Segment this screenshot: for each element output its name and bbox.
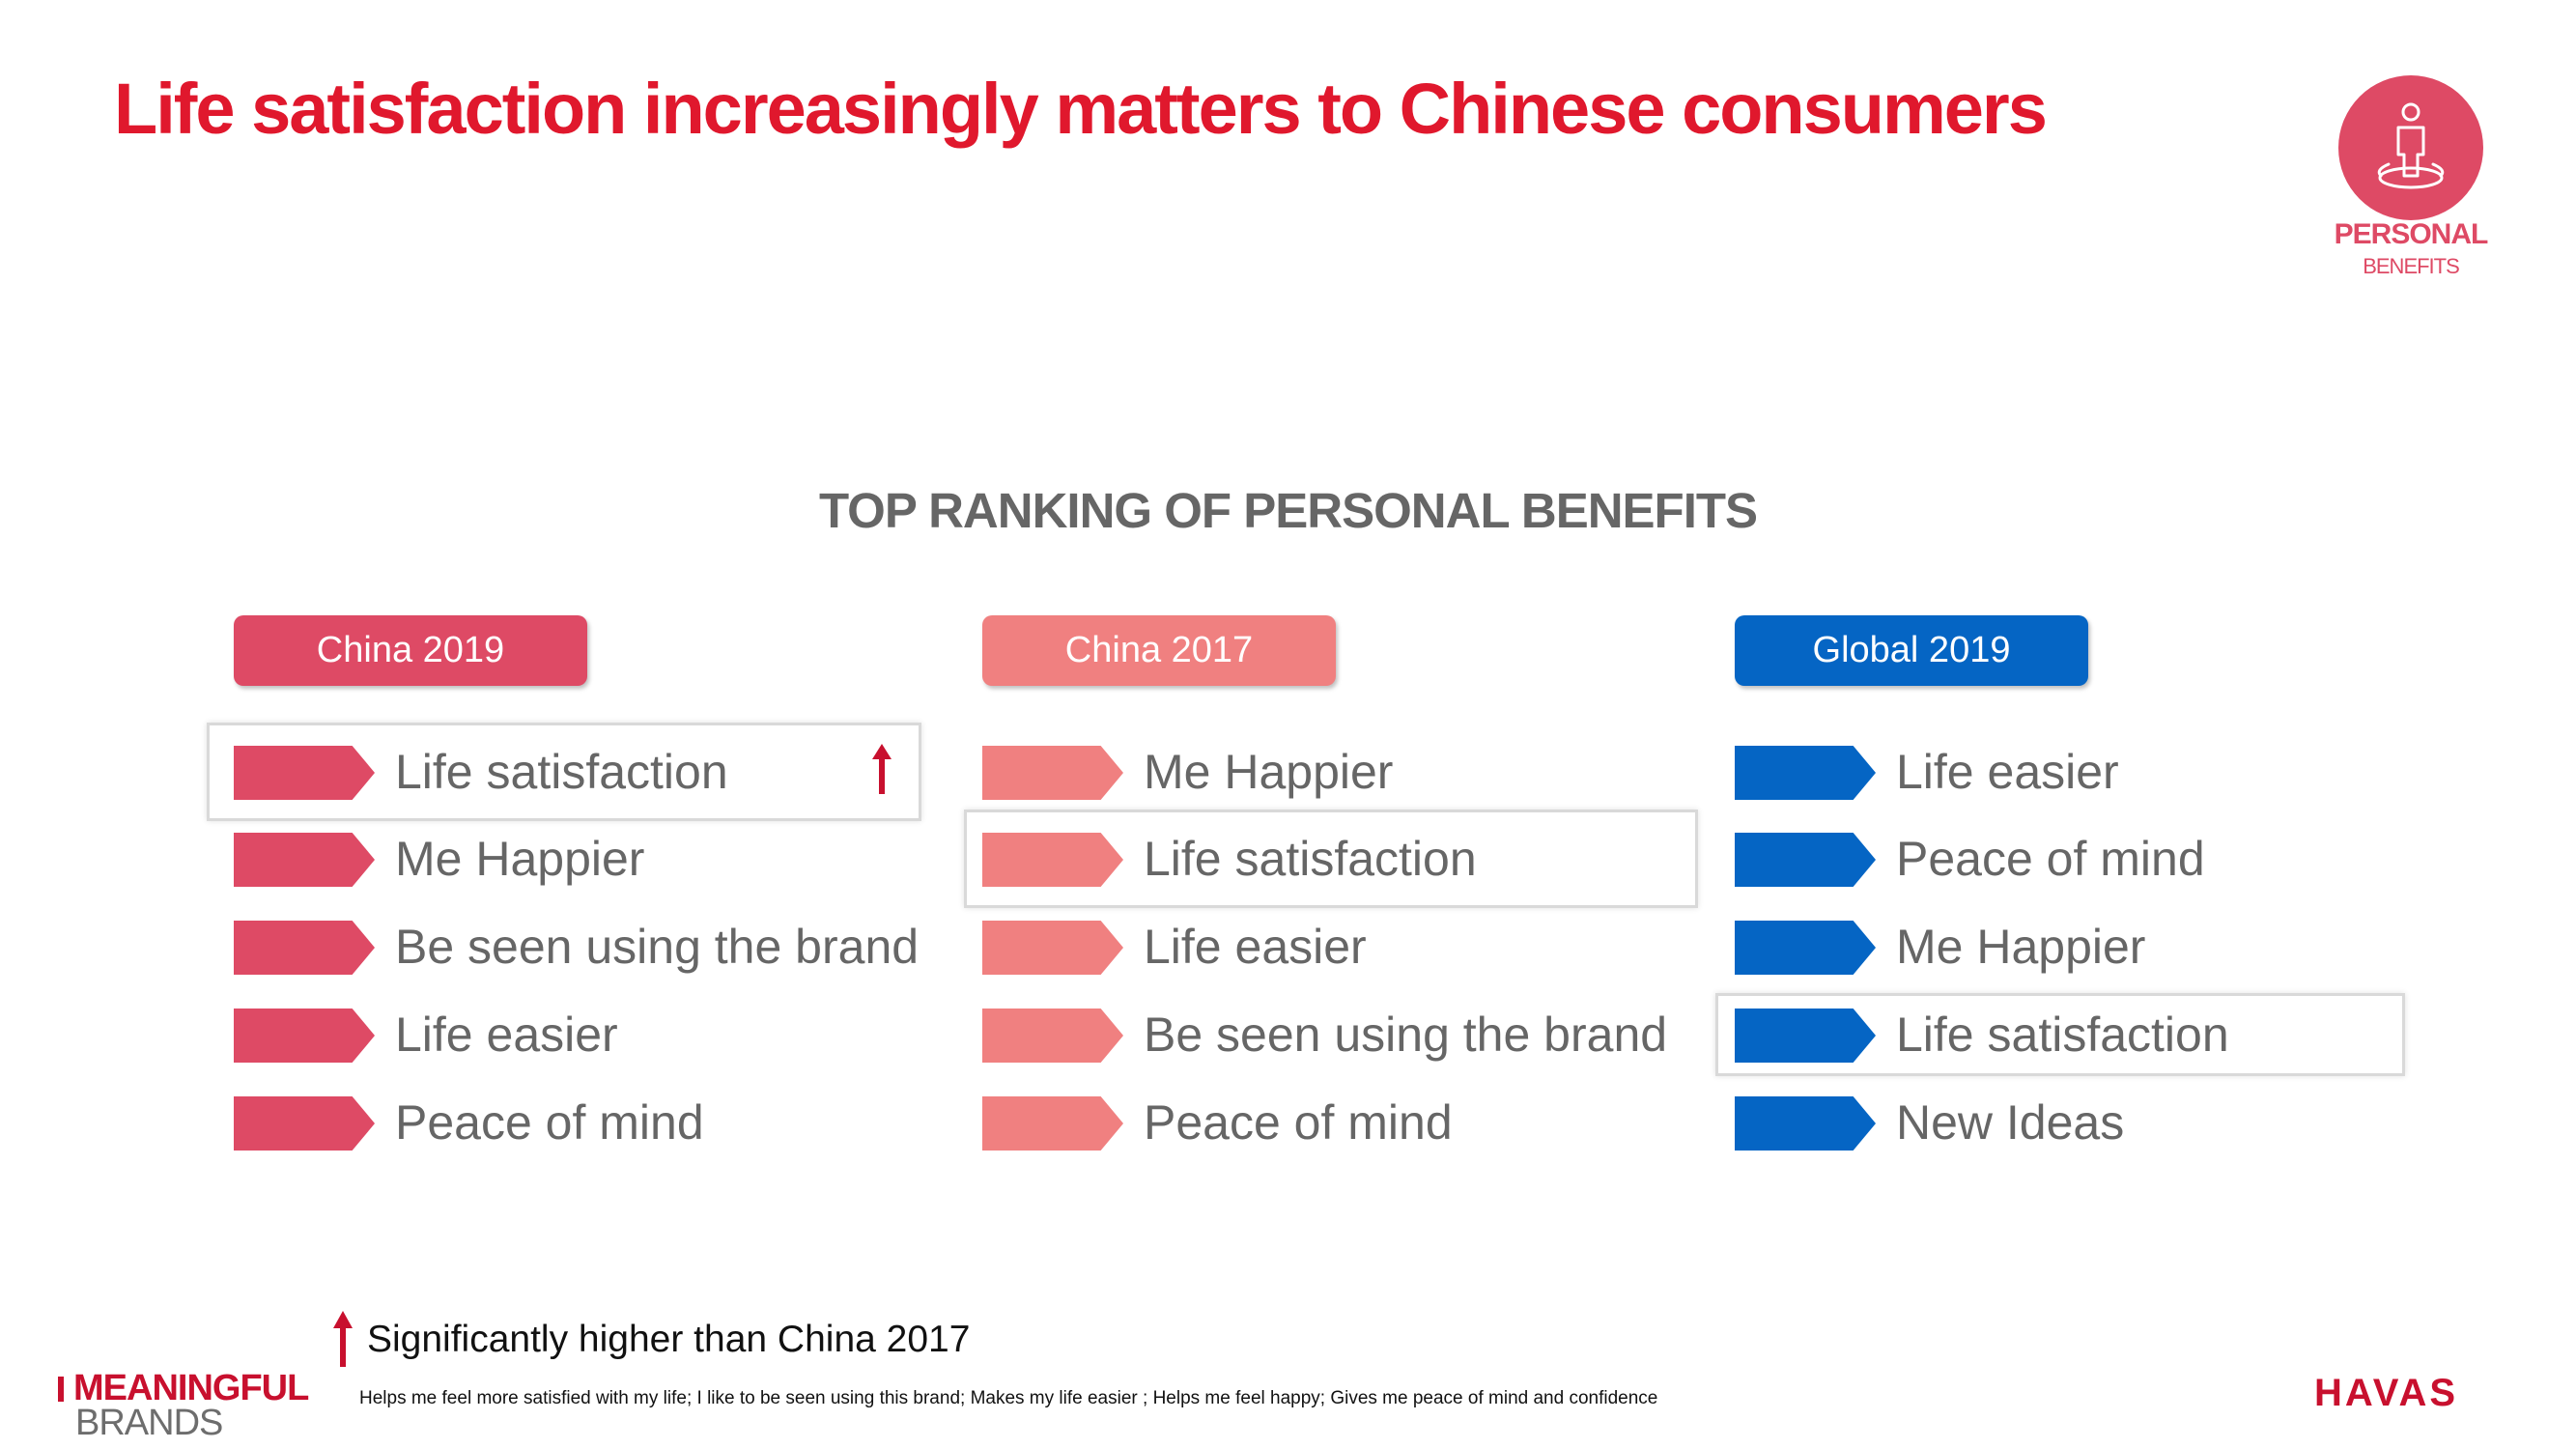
page-title: Life satisfaction increasingly matters t… <box>114 69 2048 149</box>
rank-item-label: Be seen using the brand <box>395 920 920 974</box>
rank-chevron-icon <box>982 921 1123 975</box>
highlight-box <box>1715 993 2405 1076</box>
rank-item-label: Life satisfaction <box>1896 1008 2229 1062</box>
badge-label-personal: PERSONAL <box>2334 218 2489 250</box>
rank-item-label: Peace of mind <box>395 1095 704 1150</box>
rank-chevron-icon <box>1735 1096 1876 1151</box>
logo-bar-icon <box>58 1377 64 1402</box>
rank-chevron-icon <box>234 1096 375 1151</box>
meaningful-brands-logo: MEANINGFUL BRANDS <box>58 1370 309 1443</box>
up-arrow-icon <box>870 742 893 796</box>
rank-item-label: Me Happier <box>395 832 645 886</box>
rank-chevron-icon <box>234 1009 375 1063</box>
rank-chevron-icon <box>1735 921 1876 975</box>
column-header-2: Global 2019 <box>1735 615 2088 686</box>
person-on-platform-icon <box>2377 102 2445 189</box>
rank-item-label: Peace of mind <box>1896 832 2205 886</box>
rank-chevron-icon <box>1735 746 1876 800</box>
rank-chevron-icon <box>234 746 375 800</box>
rank-item-label: Life satisfaction <box>1144 832 1477 886</box>
up-arrow-icon <box>331 1309 354 1369</box>
rank-item-label: Me Happier <box>1144 745 1394 799</box>
section-title: TOP RANKING OF PERSONAL BENEFITS <box>818 483 1758 538</box>
legend-text: Significantly higher than China 2017 <box>367 1319 971 1360</box>
logo-line-meaningful: MEANINGFUL <box>58 1370 309 1406</box>
rank-chevron-icon <box>234 833 375 887</box>
badge-label-benefits: BENEFITS <box>2363 254 2460 278</box>
rank-chevron-icon <box>234 921 375 975</box>
rank-item-label: New Ideas <box>1896 1095 2125 1150</box>
rank-item-label: Life easier <box>1896 745 2119 799</box>
rank-item-label: Peace of mind <box>1144 1095 1453 1150</box>
footnote: Helps me feel more satisfied with my lif… <box>359 1388 1658 1408</box>
rank-chevron-icon <box>982 1009 1123 1063</box>
rank-item-label: Me Happier <box>1896 920 2146 974</box>
highlight-box <box>207 723 921 821</box>
havas-logo: HAVAS <box>2314 1372 2459 1414</box>
rank-chevron-icon <box>982 1096 1123 1151</box>
rank-chevron-icon <box>982 833 1123 887</box>
column-header-0: China 2019 <box>234 615 587 686</box>
logo-line-brands: BRANDS <box>75 1403 223 1443</box>
column-header-1: China 2017 <box>982 615 1336 686</box>
rank-chevron-icon <box>1735 1009 1876 1063</box>
rank-item-label: Life easier <box>395 1008 618 1062</box>
rank-item-label: Life satisfaction <box>395 745 728 799</box>
rank-item-label: Life easier <box>1144 920 1367 974</box>
highlight-box <box>964 810 1698 908</box>
rank-chevron-icon <box>982 746 1123 800</box>
personal-benefits-badge <box>2338 75 2483 220</box>
rank-chevron-icon <box>1735 833 1876 887</box>
rank-item-label: Be seen using the brand <box>1144 1008 1668 1062</box>
